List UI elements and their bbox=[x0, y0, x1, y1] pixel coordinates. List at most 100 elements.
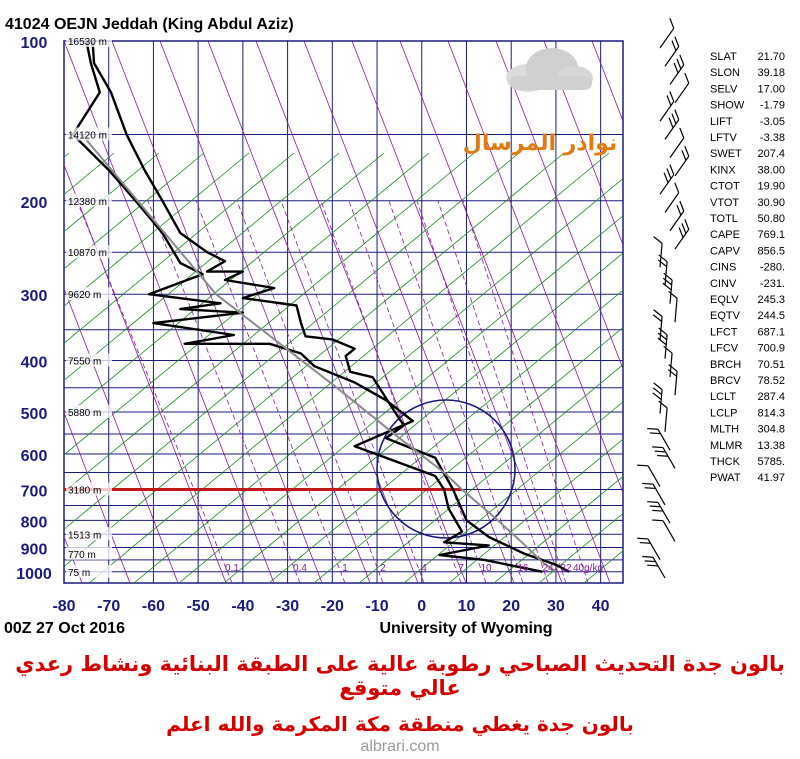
mixing-ratio-line bbox=[280, 200, 425, 583]
index-value: 21.70 bbox=[757, 51, 785, 63]
moist-adiabat-line bbox=[447, 41, 623, 494]
wind-barb bbox=[674, 219, 690, 250]
index-label: LFCV bbox=[710, 343, 739, 355]
indices-table: SLAT 21.70 SLON 39.18 SELV 17.00 SHOW -1.79 LIFT… bbox=[710, 51, 785, 484]
moist-adiabat-line bbox=[255, 41, 467, 583]
index-value: 78.52 bbox=[757, 375, 785, 387]
index-label: BRCV bbox=[710, 375, 741, 387]
x-tick-label: -80 bbox=[52, 598, 75, 615]
index-value: 687.1 bbox=[757, 326, 785, 338]
annotation-circle bbox=[376, 399, 516, 539]
mixing-ratio-line bbox=[195, 200, 346, 583]
moist-adiabat-line bbox=[64, 163, 227, 583]
index-value: -3.38 bbox=[760, 132, 785, 144]
height-label: 16530 m bbox=[68, 37, 107, 48]
dry-adiabat-line bbox=[64, 152, 295, 344]
wind-barb bbox=[657, 327, 668, 359]
x-tick-label: -60 bbox=[142, 598, 165, 615]
index-label: THCK bbox=[710, 456, 741, 468]
wind-barb bbox=[652, 519, 676, 542]
mixing-ratio-label: 16 bbox=[517, 563, 529, 574]
moist-adiabat-line bbox=[64, 287, 179, 583]
height-label: 770 m bbox=[68, 550, 96, 561]
x-tick-label: 20 bbox=[502, 598, 520, 615]
index-label: LCLT bbox=[710, 391, 736, 403]
wind-barb bbox=[664, 36, 680, 67]
wind-barb bbox=[659, 164, 675, 195]
height-label: 3180 m bbox=[68, 486, 101, 497]
series-layer bbox=[64, 41, 570, 573]
moist-adiabat-line bbox=[0, 41, 34, 583]
wind-barb bbox=[663, 345, 673, 378]
wind-barbs bbox=[637, 18, 690, 579]
x-tick-label: -10 bbox=[365, 598, 388, 615]
cloud-logo: نوادر المرسال bbox=[463, 48, 617, 156]
mixing-ratio-line bbox=[388, 200, 524, 583]
index-label: LFCT bbox=[710, 326, 738, 338]
source-label: University of Wyoming bbox=[379, 620, 552, 637]
index-label: SLAT bbox=[710, 51, 737, 63]
index-value: 70.51 bbox=[757, 359, 785, 371]
caption-line-2: بالون جدة يغطي منطقة مكة المكرمة والله ا… bbox=[166, 712, 634, 736]
index-value: -231. bbox=[760, 278, 785, 290]
mixing-ratio-line bbox=[320, 200, 462, 583]
index-value: 41.97 bbox=[757, 472, 785, 484]
index-value: 39.18 bbox=[757, 67, 785, 79]
date-label: 00Z 27 Oct 2016 bbox=[4, 620, 125, 637]
y-tick-label: 1000 bbox=[16, 566, 52, 583]
wind-barb bbox=[652, 446, 676, 469]
x-tick-label: 0 bbox=[417, 598, 426, 615]
wind-barb bbox=[642, 555, 666, 579]
mixing-ratio-label: 7 bbox=[458, 563, 464, 574]
index-value: 814.3 bbox=[757, 407, 785, 419]
index-label: TOTL bbox=[710, 213, 738, 225]
mixing-ratio-label: 40g/kg bbox=[573, 563, 603, 574]
index-value: 769.1 bbox=[757, 229, 785, 241]
dry-adiabat-line bbox=[64, 152, 385, 419]
dry-adiabat-line bbox=[64, 152, 205, 270]
x-tick-label: -70 bbox=[97, 598, 120, 615]
dry-adiabat-line bbox=[64, 152, 475, 493]
moist-adiabat-line bbox=[207, 41, 419, 583]
index-label: SWET bbox=[710, 148, 742, 160]
y-tick-label: 400 bbox=[21, 355, 48, 372]
wind-barb bbox=[652, 309, 663, 341]
index-label: VTOT bbox=[710, 197, 739, 209]
y-tick-label: 200 bbox=[21, 195, 48, 212]
index-label: BRCH bbox=[710, 359, 741, 371]
wind-barb bbox=[652, 382, 663, 414]
index-label: CAPE bbox=[710, 229, 740, 241]
index-label: PWAT bbox=[710, 472, 741, 484]
height-label: 10870 m bbox=[68, 248, 107, 259]
wind-barb bbox=[637, 464, 661, 487]
index-label: CAPV bbox=[710, 245, 741, 257]
x-tick-label: 10 bbox=[458, 598, 476, 615]
dry-adiabat-line bbox=[64, 152, 250, 307]
mixing-ratio-label: 32 bbox=[560, 563, 572, 574]
y-tick-label: 100 bbox=[21, 35, 48, 52]
y-tick-label: 500 bbox=[21, 406, 48, 423]
temperature-line bbox=[91, 41, 570, 573]
mixing-ratio-label: 24 bbox=[542, 563, 554, 574]
mixing-ratio-line bbox=[348, 200, 487, 583]
y-tick-label: 900 bbox=[21, 541, 48, 558]
plot-background bbox=[63, 40, 624, 584]
footer-site: albrari.com bbox=[360, 738, 440, 755]
index-value: 245.3 bbox=[757, 294, 785, 306]
index-label: MLMR bbox=[710, 440, 742, 452]
wind-barb bbox=[647, 427, 671, 451]
y-tick-label: 600 bbox=[21, 448, 48, 465]
dry-adiabat-line bbox=[358, 364, 623, 583]
index-label: CINV bbox=[710, 278, 737, 290]
index-label: KINX bbox=[710, 164, 736, 176]
dry-adiabat-line bbox=[178, 215, 623, 583]
index-label: CINS bbox=[710, 262, 736, 274]
wind-barb bbox=[658, 400, 668, 432]
moist-adiabat-line bbox=[303, 41, 515, 583]
caption-line-1: بالون جدة التحديث الصباحي رطوبة عالية عل… bbox=[15, 652, 785, 700]
grid bbox=[0, 41, 623, 583]
wind-barb bbox=[674, 72, 690, 104]
moist-adiabat-line bbox=[495, 41, 623, 370]
dry-adiabat-line bbox=[64, 152, 520, 530]
